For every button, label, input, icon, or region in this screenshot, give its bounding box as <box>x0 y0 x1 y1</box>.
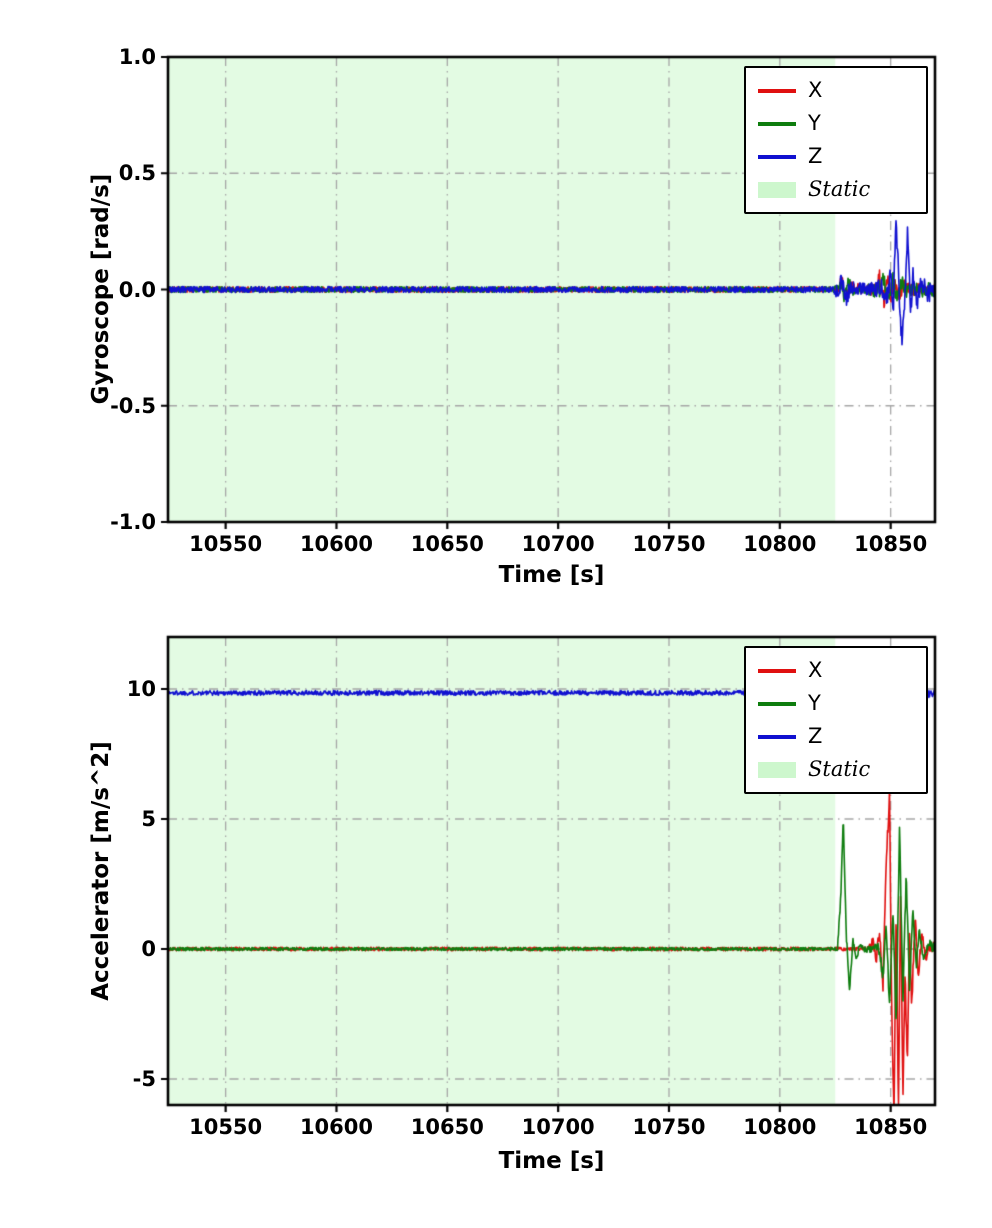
y-tick-label: 5 <box>141 807 156 831</box>
legend-line-swatch <box>758 701 796 706</box>
gyroscope-legend: X Y Z Static <box>744 66 928 214</box>
x-tick-label: 10650 <box>410 532 484 556</box>
gyroscope-y-axis-title: Gyroscope [rad/s] <box>88 173 114 405</box>
y-tick-label: 0.5 <box>118 161 156 186</box>
legend-line-swatch <box>758 154 796 159</box>
legend-entry: Static <box>758 755 914 784</box>
y-tick-label: 1.0 <box>118 45 156 69</box>
x-tick-label: 10700 <box>521 1115 595 1139</box>
y-tick-label: -0.5 <box>110 393 156 418</box>
legend-label: Y <box>808 111 821 135</box>
legend-line-swatch <box>758 668 796 673</box>
legend-line-swatch <box>758 88 796 93</box>
legend-entry: Y <box>758 689 914 718</box>
legend-label: X <box>808 658 823 682</box>
y-tick-label: 0 <box>141 937 156 961</box>
y-tick-label: -1.0 <box>110 510 156 534</box>
accelerator-y-axis-title: Accelerator [m/s^2] <box>88 741 114 1001</box>
accelerator-x-axis-title: Time [s] <box>498 1148 605 1174</box>
x-tick-label: 10750 <box>632 532 706 556</box>
legend-line-swatch <box>758 121 796 126</box>
legend-label: Z <box>808 724 823 748</box>
y-tick-label: 0.0 <box>118 277 156 302</box>
accelerator-legend: X Y Z Static <box>744 646 928 794</box>
legend-label: X <box>808 78 823 102</box>
legend-entry: Z <box>758 722 914 751</box>
legend-entry: Z <box>758 142 914 171</box>
legend-label: Y <box>808 691 821 715</box>
x-tick-label: 10650 <box>410 1115 484 1139</box>
legend-label: Static <box>808 757 871 781</box>
x-tick-label: 10600 <box>299 532 373 556</box>
legend-entry: Y <box>758 109 914 138</box>
legend-label: Z <box>808 144 823 168</box>
gyroscope-x-axis-title: Time [s] <box>498 562 605 588</box>
x-tick-label: 10600 <box>299 1115 373 1139</box>
x-tick-label: 10850 <box>854 1115 928 1139</box>
x-tick-label: 10550 <box>189 1115 263 1139</box>
y-tick-label: -5 <box>132 1067 156 1091</box>
legend-patch-swatch <box>758 181 796 198</box>
x-tick-label: 10800 <box>743 1115 817 1139</box>
x-tick-label: 10700 <box>521 532 595 556</box>
y-tick-label: 10 <box>126 677 156 701</box>
legend-entry: X <box>758 656 914 685</box>
x-tick-label: 10550 <box>189 532 263 556</box>
legend-label: Static <box>808 177 871 201</box>
x-tick-label: 10750 <box>632 1115 706 1139</box>
x-tick-label: 10800 <box>743 532 817 556</box>
legend-entry: Static <box>758 175 914 204</box>
legend-entry: X <box>758 76 914 105</box>
legend-line-swatch <box>758 734 796 739</box>
legend-patch-swatch <box>758 761 796 778</box>
x-tick-label: 10850 <box>854 532 928 556</box>
